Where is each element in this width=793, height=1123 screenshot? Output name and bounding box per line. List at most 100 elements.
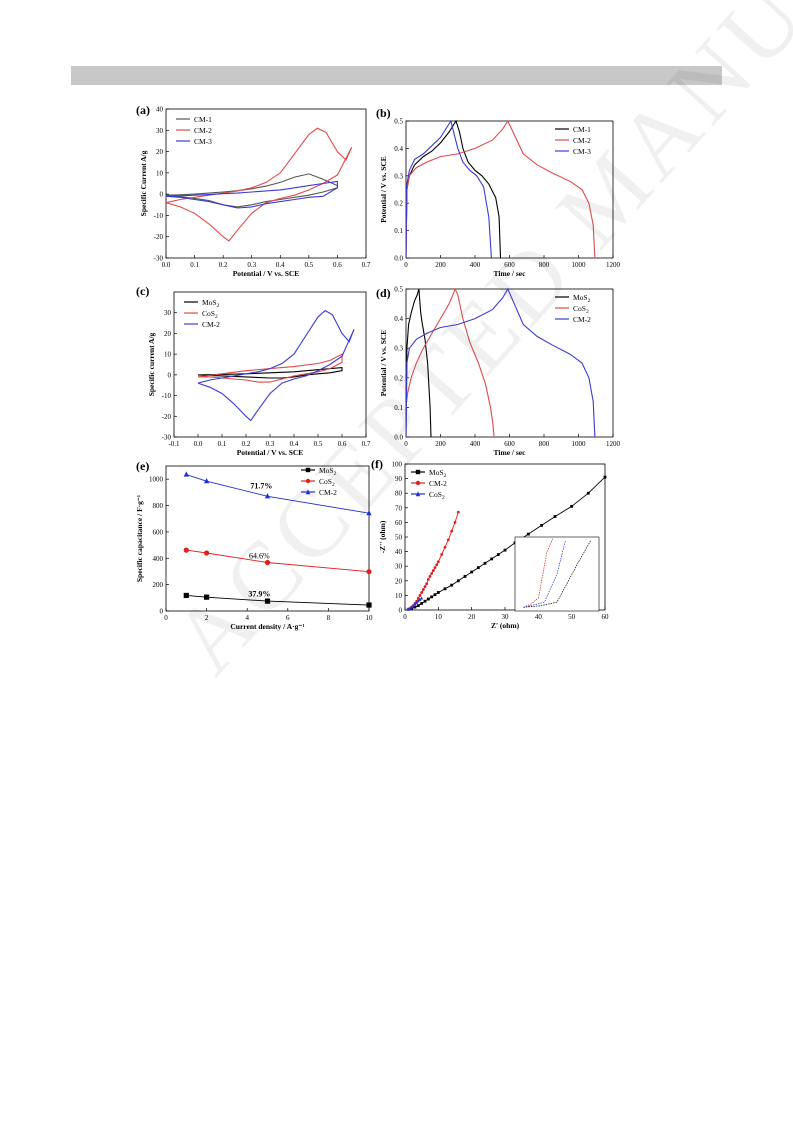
data-point — [470, 570, 474, 574]
x-tick-label: 10 — [435, 613, 443, 621]
data-point — [446, 538, 450, 542]
y-tick-label: 400 — [153, 555, 164, 563]
x-tick-label: 0.5 — [304, 261, 313, 269]
data-point — [204, 477, 210, 484]
data-point — [410, 607, 414, 610]
data-point — [418, 597, 422, 601]
x-tick-label: 0 — [164, 614, 168, 622]
x-tick-label: 0 — [404, 440, 408, 448]
data-point — [264, 598, 271, 604]
data-point — [418, 594, 422, 597]
legend-label: MoS2 — [429, 468, 447, 479]
y-axis-label: -Z'' (ohm) — [378, 520, 387, 553]
x-tick-label: 0.5 — [314, 440, 323, 448]
y-tick-label: 60 — [395, 519, 403, 527]
x-axis-label: Potential / V vs. SCE — [233, 269, 300, 278]
data-point — [421, 588, 425, 591]
legend-label: CM-2 — [429, 479, 447, 488]
legend-label: CoS2 — [573, 304, 589, 315]
legend-label: MoS2 — [573, 293, 591, 304]
data-point — [430, 595, 434, 599]
data-point — [420, 602, 424, 605]
data-point — [570, 504, 574, 508]
y-tick-label: 0.3 — [394, 345, 403, 353]
x-tick-label: 0.6 — [338, 440, 347, 448]
data-point — [425, 582, 429, 586]
annotation: 71.7% — [250, 481, 272, 490]
x-tick-label: 8 — [327, 614, 331, 622]
data-point — [366, 602, 372, 608]
x-tick-label: 1200 — [606, 440, 621, 448]
inset-frame — [514, 536, 600, 612]
legend-label: CM-2 — [194, 126, 212, 135]
data-point — [413, 602, 417, 606]
inset-series — [523, 540, 566, 608]
x-tick-label: 600 — [504, 440, 515, 448]
data-point — [476, 566, 480, 570]
y-tick-label: 10 — [156, 169, 164, 177]
chart-a: (a) 0.0 0.1 0.2 0.3 0.4 0.5 0.6 0.7 -30 -20 -10 0 10 2… — [136, 103, 371, 278]
y-tick-label: 10 — [395, 592, 403, 600]
data-point — [366, 569, 372, 575]
panel-label: (d) — [376, 286, 391, 300]
data-point — [416, 596, 420, 600]
x-axis-label: Potential / V vs. SCE — [237, 448, 304, 457]
x-tick-label: 0.1 — [190, 261, 199, 269]
data-point — [264, 559, 271, 566]
data-point — [443, 545, 447, 549]
y-tick-label: -20 — [154, 233, 164, 241]
data-point — [496, 553, 500, 556]
y-tick-label: 0.0 — [394, 434, 403, 442]
x-tick-label: 400 — [470, 440, 481, 448]
x-tick-label: 4 — [245, 614, 249, 622]
data-point — [408, 606, 412, 610]
x-tick-label: 0.0 — [162, 261, 171, 269]
series-line-CM-2 — [405, 287, 596, 438]
data-point — [423, 585, 427, 589]
data-point — [433, 593, 437, 597]
x-tick-label: 0.4 — [276, 261, 285, 269]
y-tick-label: 0.3 — [394, 172, 403, 180]
data-point — [428, 575, 432, 578]
y-tick-label: 20 — [156, 148, 164, 156]
data-point — [410, 605, 414, 609]
series-line-CM-2 — [408, 512, 459, 610]
legend-label: CM-1 — [573, 125, 591, 134]
y-tick-label: 600 — [153, 528, 164, 536]
legend-marker — [415, 491, 421, 497]
data-point — [456, 510, 460, 514]
panel-label: (a) — [136, 103, 150, 117]
y-tick-label: 50 — [395, 534, 403, 542]
x-tick-label: 2 — [205, 614, 209, 622]
y-axis-label: Potential / V vs. SCE — [379, 156, 388, 223]
y-tick-label: 40 — [156, 106, 164, 114]
panel-label: (f) — [371, 457, 383, 471]
x-tick-label: 10 — [366, 614, 374, 622]
x-tick-label: 0.4 — [290, 440, 299, 448]
legend-marker — [305, 478, 311, 484]
x-tick-label: 400 — [470, 261, 481, 269]
data-point — [426, 577, 430, 581]
data-point — [456, 579, 460, 583]
legend-label: CM-2 — [319, 488, 337, 497]
data-point — [586, 491, 590, 495]
legend-label: CM-2 — [202, 320, 220, 329]
y-tick-label: 200 — [153, 581, 164, 589]
series-line-CM-3 — [405, 119, 492, 259]
y-tick-label: 80 — [395, 490, 403, 498]
data-point — [450, 583, 454, 587]
x-tick-label: 800 — [539, 440, 550, 448]
series-line-MoS2 — [197, 366, 343, 379]
data-point — [440, 553, 444, 556]
x-tick-label: 20 — [468, 613, 476, 621]
x-tick-label: 1000 — [572, 261, 587, 269]
x-tick-label: 0.7 — [362, 440, 371, 448]
data-point — [483, 561, 487, 565]
x-tick-label: 0.7 — [362, 261, 371, 269]
y-axis-label: Specific Current A/g — [139, 150, 148, 216]
x-tick-label: 0 — [403, 613, 407, 621]
y-axis-label: Potential / V vs. SCE — [379, 330, 388, 397]
x-tick-label: 50 — [568, 613, 576, 621]
legend-marker — [415, 469, 421, 475]
